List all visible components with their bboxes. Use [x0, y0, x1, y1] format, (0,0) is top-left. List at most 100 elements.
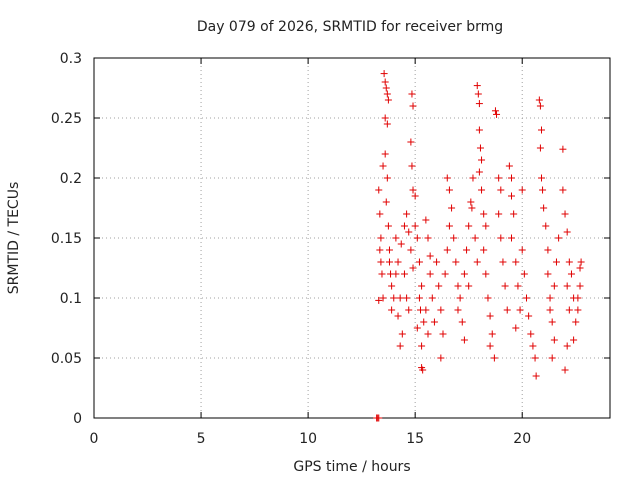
data-point [378, 270, 386, 278]
data-point [497, 186, 505, 194]
data-point [409, 264, 417, 272]
data-point [482, 270, 490, 278]
y-tick-label: 0 [73, 411, 82, 427]
data-point [465, 222, 473, 230]
data-point [540, 204, 548, 212]
data-point [458, 318, 466, 326]
data-point [516, 306, 524, 314]
data-point [456, 294, 464, 302]
data-point [452, 258, 460, 266]
data-point [550, 336, 558, 344]
x-tick-label: 20 [513, 431, 531, 447]
data-point [544, 246, 552, 254]
y-tick-label: 0.1 [60, 291, 82, 307]
data-point [375, 414, 383, 422]
data-point [572, 318, 580, 326]
data-point [501, 282, 509, 290]
data-point [567, 270, 575, 278]
data-point [379, 162, 387, 170]
data-point [527, 330, 535, 338]
data-point [407, 138, 415, 146]
data-point [563, 228, 571, 236]
data-point [383, 174, 391, 182]
data-point [518, 186, 526, 194]
data-point [394, 312, 402, 320]
data-point [381, 150, 389, 158]
data-point [503, 306, 511, 314]
data-point [415, 258, 423, 266]
data-point [565, 258, 573, 266]
x-tick-label: 15 [406, 431, 424, 447]
data-point [550, 282, 558, 290]
data-point [385, 258, 393, 266]
data-point [532, 372, 540, 380]
data-point [430, 318, 438, 326]
data-point [505, 162, 513, 170]
data-point [474, 90, 482, 98]
data-point [424, 234, 432, 242]
data-point [561, 366, 569, 374]
data-point [463, 246, 471, 254]
y-tick-label: 0.2 [60, 171, 82, 187]
data-point [426, 270, 434, 278]
data-point [454, 282, 462, 290]
data-point [518, 246, 526, 254]
x-tick-label: 10 [299, 431, 317, 447]
data-point [520, 270, 528, 278]
data-point [383, 90, 391, 98]
data-point [376, 210, 384, 218]
plot-frame [93, 57, 611, 419]
x-tick-label: 0 [90, 431, 99, 447]
data-point [411, 192, 419, 200]
y-tick-label: 0.15 [51, 231, 82, 247]
tick-labels: 0 5 10 15 20 0 0.05 0.1 0.15 0.2 0.25 0.3 [51, 51, 531, 447]
data-point [415, 294, 423, 302]
data-point [529, 342, 537, 350]
data-point [544, 270, 552, 278]
data-point [577, 258, 585, 266]
data-point [382, 84, 390, 92]
data-point [385, 246, 393, 254]
data-point [375, 186, 383, 194]
data-point [570, 336, 578, 344]
data-point [537, 174, 545, 182]
data-point [473, 258, 481, 266]
data-point [384, 222, 392, 230]
data-point [392, 270, 400, 278]
data-point [465, 282, 473, 290]
data-point [574, 294, 582, 302]
x-axis-label: GPS time / hours [293, 459, 410, 475]
data-point [555, 234, 563, 242]
data-point [525, 312, 533, 320]
data-point [443, 174, 451, 182]
data-point [424, 330, 432, 338]
data-point [561, 210, 569, 218]
data-point [478, 186, 486, 194]
data-point [409, 186, 417, 194]
data-point [408, 90, 416, 98]
data-point [469, 174, 477, 182]
y-tick-label: 0.25 [51, 111, 82, 127]
data-point [531, 354, 539, 362]
data-point [548, 318, 556, 326]
data-point [428, 294, 436, 302]
data-point [454, 306, 462, 314]
chart-title: Day 079 of 2026, SRMTID for receiver brm… [197, 19, 503, 35]
data-point [405, 306, 413, 314]
data-point [384, 96, 392, 104]
y-tick-label: 0.05 [51, 351, 82, 367]
data-point [508, 192, 516, 200]
data-point [379, 294, 387, 302]
data-point [439, 330, 447, 338]
data-point [445, 222, 453, 230]
data-point [552, 258, 560, 266]
data-point [484, 294, 492, 302]
data-point [375, 296, 383, 304]
data-point [388, 282, 396, 290]
data-point [419, 366, 427, 374]
data-point [475, 100, 483, 108]
data-point [576, 264, 584, 272]
data-point [535, 96, 543, 104]
data-point [574, 306, 582, 314]
